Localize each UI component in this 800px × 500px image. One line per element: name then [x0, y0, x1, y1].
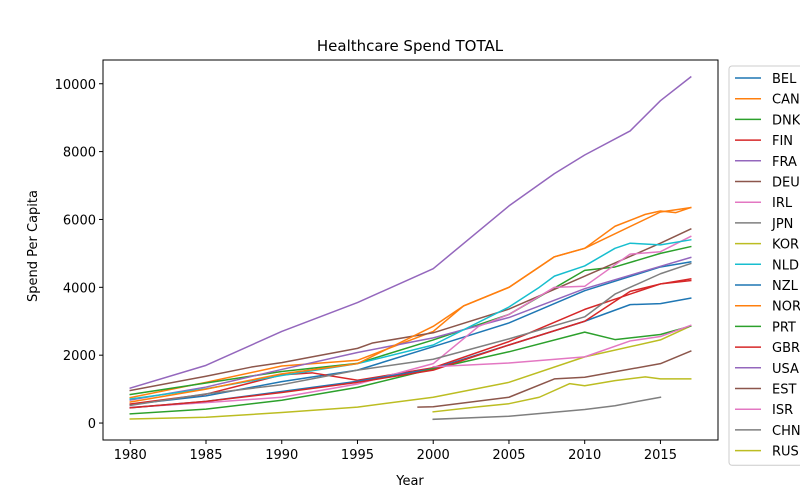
legend-label-kor: KOR [772, 238, 799, 253]
y-tick-label: 0 [88, 417, 96, 432]
legend-label-est: EST [772, 383, 796, 398]
legend-label-rus: RUS [772, 445, 799, 460]
plot-frame [102, 59, 719, 441]
series-line-isr [432, 324, 692, 368]
series-line-usa [129, 75, 692, 390]
series-line-fra [129, 256, 692, 401]
series-line-rus [432, 376, 692, 413]
legend-label-prt: PRT [772, 320, 796, 335]
y-tick-label: 6000 [63, 213, 96, 228]
legend-label-can: CAN [772, 93, 800, 108]
series-group [129, 75, 692, 421]
series-line-gbr [129, 279, 692, 409]
x-tick-label: 1985 [189, 448, 222, 463]
x-tick-label: 2005 [492, 448, 525, 463]
series-line-prt [129, 325, 692, 415]
series-line-jpn [129, 262, 692, 407]
legend-label-jpn: JPN [771, 217, 793, 232]
series-line-kor [129, 325, 692, 420]
y-tick-label: 4000 [63, 281, 96, 296]
legend-label-nzl: NZL [772, 279, 799, 294]
series-line-irl [129, 235, 692, 409]
legend-label-nld: NLD [772, 258, 799, 273]
x-tick-label: 2010 [568, 448, 601, 463]
plot-background [103, 60, 718, 440]
legend-label-fra: FRA [772, 155, 797, 170]
x-tick-label: 2000 [417, 448, 450, 463]
legend: BEL CAN DNK FIN FRA DEU IRL JPN KOR NLD NZL NOR PRT G… [728, 65, 800, 466]
legend-label-irl: IRL [772, 196, 793, 211]
legend-label-bel: BEL [772, 72, 797, 87]
legend-label-deu: DEU [772, 176, 800, 191]
y-axis-label: Spend Per Capita [26, 190, 41, 302]
legend-label-fin: FIN [772, 134, 793, 149]
series-line-nld [129, 238, 692, 400]
x-tick-label: 1980 [114, 448, 147, 463]
legend-frame [728, 65, 800, 466]
x-tick-label: 1990 [265, 448, 298, 463]
series-line-chn [432, 396, 662, 421]
x-tick-label: 2015 [644, 448, 677, 463]
series-line-deu [129, 227, 692, 392]
legend-label-usa: USA [772, 362, 799, 377]
x-tick-label: 1995 [341, 448, 374, 463]
legend-label-dnk: DNK [772, 113, 800, 128]
plot-area [103, 60, 718, 440]
series-line-nor [129, 206, 692, 403]
y-tick-label: 8000 [63, 146, 96, 161]
x-axis-label: Year [395, 474, 424, 489]
y-tick-label: 10000 [55, 78, 96, 93]
axes-group: 1980 1985 1990 1995 2000 2005 2010 2015 0 2000 400… [55, 59, 719, 463]
legend-label-chn: CHN [772, 424, 800, 439]
series-line-est [417, 350, 692, 408]
legend-label-gbr: GBR [772, 341, 800, 356]
legend-label-isr: ISR [772, 403, 793, 418]
y-tick-label: 2000 [63, 349, 96, 364]
legend-label-nor: NOR [772, 300, 800, 315]
chart-title: Healthcare Spend TOTAL [317, 37, 504, 55]
